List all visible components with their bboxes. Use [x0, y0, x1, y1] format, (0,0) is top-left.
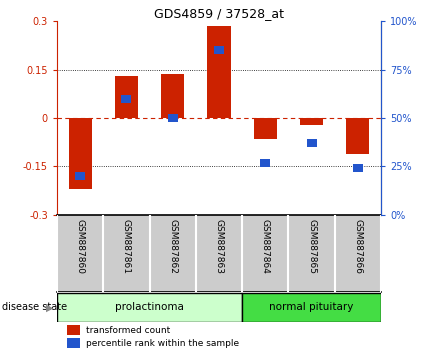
- Text: GSM887860: GSM887860: [76, 219, 85, 274]
- Text: disease state: disease state: [2, 302, 67, 313]
- Bar: [115, 76, 138, 118]
- Text: GSM887863: GSM887863: [215, 219, 223, 274]
- Bar: [346, 118, 370, 154]
- Text: GSM887865: GSM887865: [307, 219, 316, 274]
- Bar: [75, 172, 85, 180]
- Text: transformed count: transformed count: [86, 326, 170, 335]
- Text: normal pituitary: normal pituitary: [269, 302, 354, 313]
- Bar: [168, 114, 178, 122]
- Text: prolactinoma: prolactinoma: [115, 302, 184, 313]
- Text: percentile rank within the sample: percentile rank within the sample: [86, 339, 239, 348]
- Text: GSM887861: GSM887861: [122, 219, 131, 274]
- Bar: [254, 118, 277, 139]
- Text: GSM887866: GSM887866: [353, 219, 362, 274]
- Bar: [242, 293, 381, 322]
- Text: GSM887864: GSM887864: [261, 219, 270, 274]
- Bar: [68, 118, 92, 189]
- Bar: [67, 338, 80, 348]
- Text: GSM887862: GSM887862: [168, 219, 177, 274]
- Bar: [208, 26, 230, 118]
- Bar: [121, 95, 131, 103]
- Bar: [161, 74, 184, 118]
- Text: ▶: ▶: [46, 302, 53, 313]
- Bar: [307, 139, 317, 147]
- Bar: [260, 159, 270, 167]
- Bar: [57, 293, 242, 322]
- Title: GDS4859 / 37528_at: GDS4859 / 37528_at: [154, 7, 284, 20]
- Bar: [353, 164, 363, 172]
- Bar: [300, 118, 323, 125]
- Bar: [67, 325, 80, 335]
- Bar: [214, 46, 224, 54]
